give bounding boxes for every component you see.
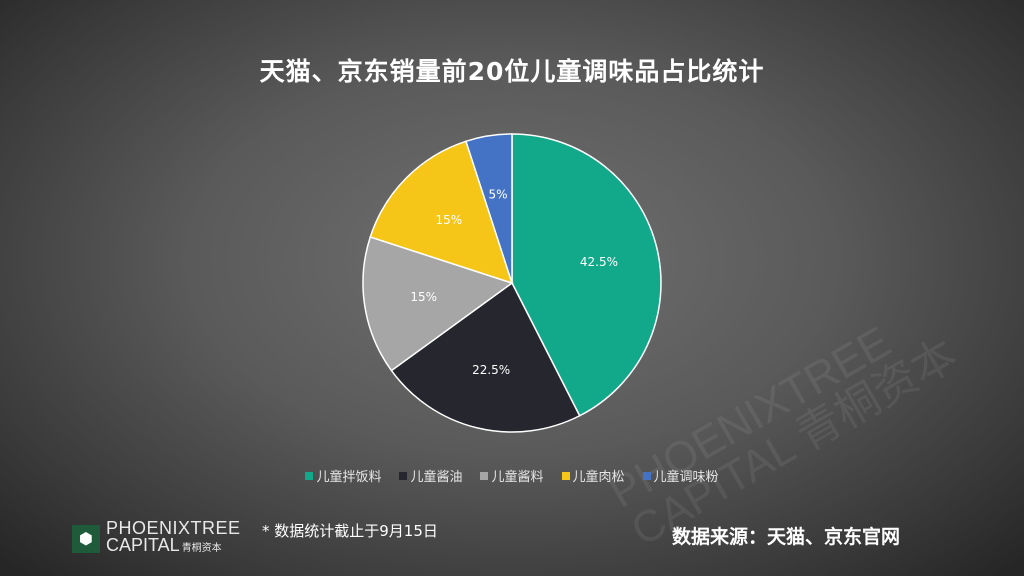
legend-item: 儿童肉松 <box>561 466 625 485</box>
pie-slice-2 <box>362 236 514 372</box>
legend-label: 儿童肉松 <box>572 470 625 485</box>
logo: ⬢ PHOENIXTREE CAPITAL 青桐资本 <box>72 518 241 557</box>
data-label-4: 5% <box>488 188 507 202</box>
logo-line1: PHOENIXTREE <box>106 518 241 538</box>
legend-swatch <box>561 471 570 480</box>
legend-item: 儿童调味粉 <box>642 466 719 485</box>
legend-swatch <box>642 471 651 480</box>
legend-swatch <box>399 471 408 480</box>
pie-slice-4 <box>465 133 513 284</box>
legend-swatch <box>305 471 314 480</box>
legend-item: 儿童酱油 <box>399 466 462 485</box>
legend-label: 儿童酱油 <box>410 470 463 485</box>
chart-title: 天猫、京东销量前20位儿童调味品占比统计 <box>259 57 765 86</box>
data-source: 数据来源：天猫、京东官网 <box>671 526 900 548</box>
legend-item: 儿童拌饭料 <box>305 466 381 485</box>
pie-slice-1 <box>390 281 581 433</box>
data-label-3: 15% <box>435 213 462 227</box>
pie-slice-0 <box>511 133 662 417</box>
legend-label: 儿童拌饭料 <box>316 470 382 485</box>
data-label-1: 22.5% <box>472 363 510 377</box>
legend-item: 儿童酱料 <box>480 466 544 485</box>
data-label-2: 15% <box>410 290 437 304</box>
legend: 儿童拌饭料 儿童酱油 儿童酱料 儿童肉松 儿童调味粉 <box>0 466 1024 485</box>
footnote: * 数据统计截止于9月15日 <box>262 522 438 540</box>
legend-label: 儿童调味粉 <box>653 470 719 485</box>
data-label-0: 42.5% <box>580 255 618 269</box>
legend-label: 儿童酱料 <box>491 470 544 485</box>
logo-cn: 青桐资本 <box>181 543 222 554</box>
logo-line2: CAPITAL <box>106 535 180 555</box>
legend-swatch <box>480 471 489 480</box>
pie-slice-3 <box>369 140 514 285</box>
logo-cube-icon: ⬢ <box>72 524 100 553</box>
